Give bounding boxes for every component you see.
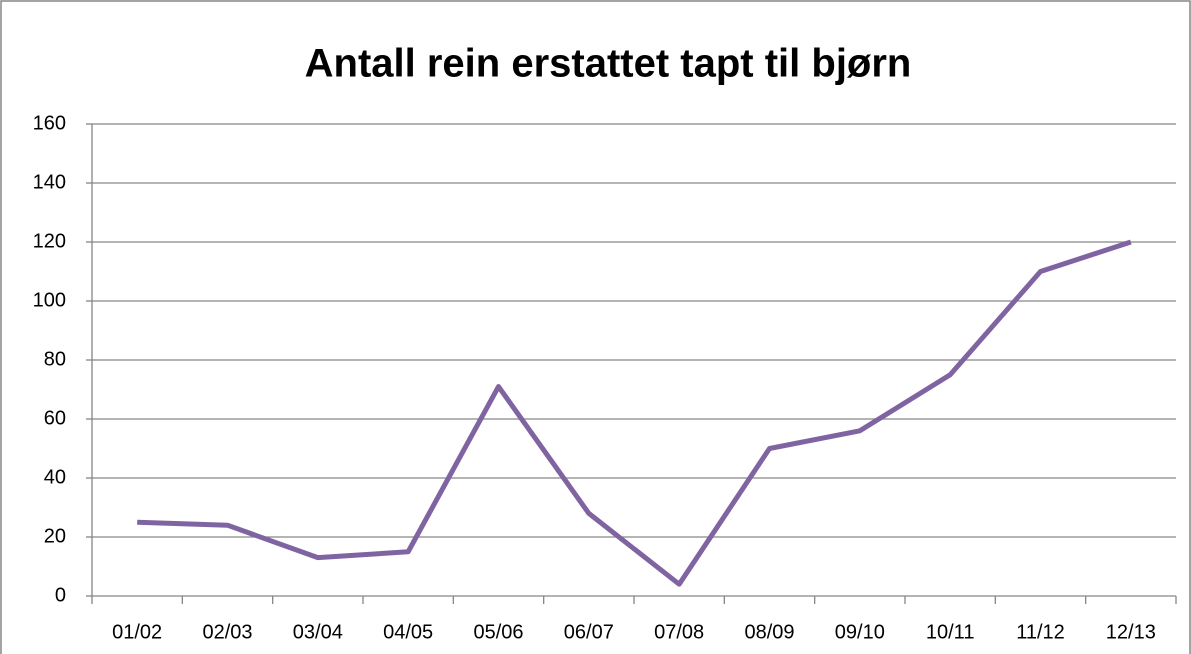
x-tick-label: 07/08 (654, 621, 704, 643)
y-tick-label: 140 (33, 171, 66, 193)
x-tick-label: 11/12 (1016, 621, 1065, 643)
x-tick-label: 08/09 (744, 621, 794, 643)
x-tick-label: 06/07 (564, 621, 614, 643)
y-tick-label: 0 (55, 584, 66, 606)
x-tick-label: 01/02 (112, 621, 162, 643)
chart-title: Antall rein erstattet tapt til bjørn (305, 42, 912, 86)
x-tick-label: 02/03 (202, 621, 252, 643)
y-tick-label: 60 (44, 407, 66, 429)
y-tick-label: 160 (33, 112, 66, 134)
y-tick-label: 20 (44, 525, 66, 547)
y-tick-label: 40 (44, 466, 66, 488)
y-tick-label: 120 (33, 230, 66, 252)
y-tick-label: 100 (33, 289, 66, 311)
x-tick-label: 09/10 (835, 621, 885, 643)
x-tick-label: 04/05 (383, 621, 433, 643)
x-tick-label: 10/11 (926, 621, 975, 643)
x-tick-label: 03/04 (293, 621, 343, 643)
x-tick-label: 05/06 (473, 621, 523, 643)
y-tick-label: 80 (44, 348, 66, 370)
data-line (137, 239, 1132, 587)
x-tick-label: 12/13 (1106, 621, 1156, 643)
